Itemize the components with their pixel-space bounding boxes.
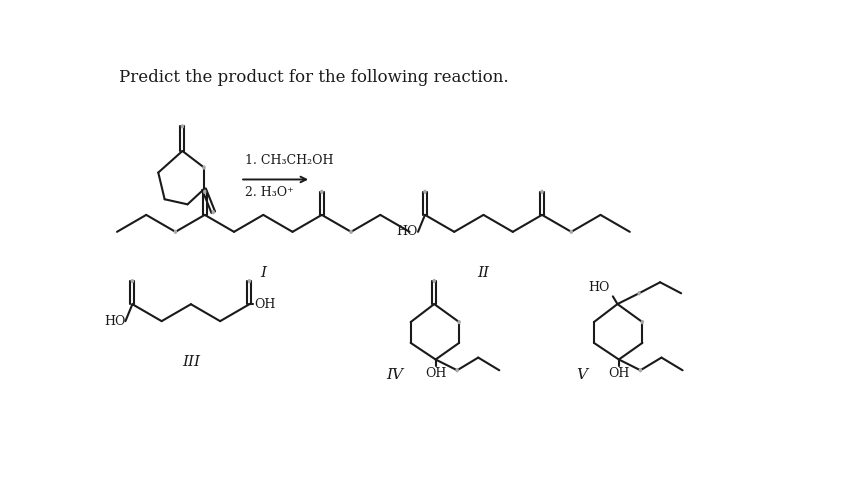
Text: OH: OH xyxy=(254,298,275,311)
Ellipse shape xyxy=(639,369,641,372)
Ellipse shape xyxy=(433,280,435,283)
Ellipse shape xyxy=(204,190,206,193)
Text: 2. H₃O⁺: 2. H₃O⁺ xyxy=(245,186,294,198)
Text: 1. CH₃CH₂OH: 1. CH₃CH₂OH xyxy=(245,154,333,167)
Ellipse shape xyxy=(175,230,177,233)
Ellipse shape xyxy=(638,292,640,295)
Text: Predict the product for the following reaction.: Predict the product for the following re… xyxy=(119,69,509,86)
Text: II: II xyxy=(477,266,489,280)
Ellipse shape xyxy=(641,321,644,324)
Ellipse shape xyxy=(424,190,426,193)
Ellipse shape xyxy=(458,321,460,324)
Text: OH: OH xyxy=(608,367,630,380)
Ellipse shape xyxy=(131,280,134,283)
Ellipse shape xyxy=(541,190,543,193)
Ellipse shape xyxy=(456,369,458,372)
Text: HO: HO xyxy=(589,281,610,294)
Ellipse shape xyxy=(182,125,183,128)
Text: IV: IV xyxy=(387,368,404,382)
Ellipse shape xyxy=(350,230,352,233)
Text: HO: HO xyxy=(397,225,418,238)
Ellipse shape xyxy=(249,280,250,283)
Text: I: I xyxy=(261,266,267,280)
Ellipse shape xyxy=(203,166,205,169)
Ellipse shape xyxy=(570,230,572,233)
Ellipse shape xyxy=(213,211,214,213)
Ellipse shape xyxy=(321,190,323,193)
Text: OH: OH xyxy=(425,367,446,380)
Text: HO: HO xyxy=(104,315,125,328)
Text: III: III xyxy=(182,355,200,369)
Text: V: V xyxy=(576,368,587,382)
